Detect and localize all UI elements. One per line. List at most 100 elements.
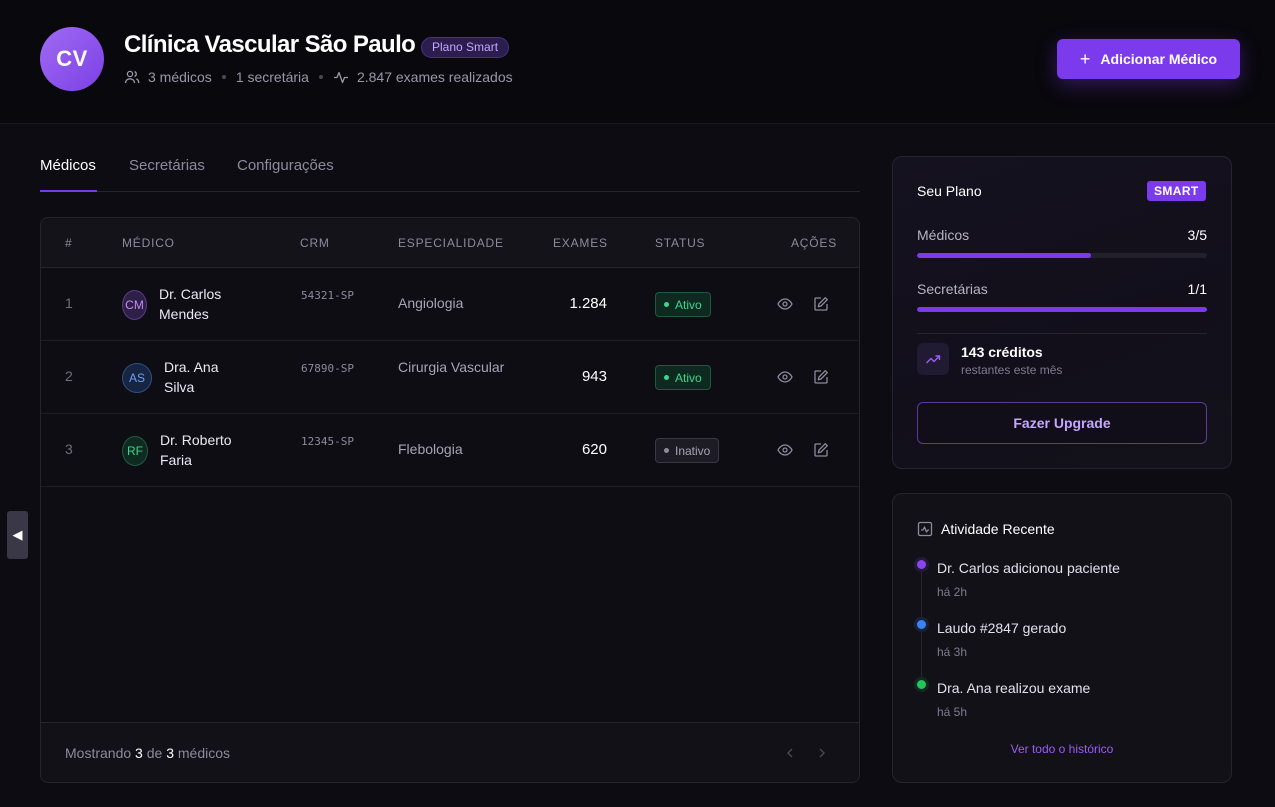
clinic-avatar: CV	[40, 27, 104, 91]
timeline-line	[921, 569, 922, 689]
exams-count: 943	[581, 368, 607, 385]
tab-configuracoes[interactable]: Configurações	[237, 157, 334, 174]
plus-icon: +	[1079, 48, 1091, 69]
divider	[917, 333, 1207, 334]
column-header-index: #	[65, 236, 73, 250]
row-index: 2	[65, 368, 73, 384]
page-header: CV Clínica Vascular São Paulo Plano Smar…	[0, 0, 1275, 124]
status-label: Inativo	[675, 443, 711, 458]
eye-icon[interactable]	[777, 369, 793, 385]
separator-dot	[318, 75, 323, 79]
doctor-name[interactable]: Dra. Ana Silva	[164, 359, 219, 395]
summary-total: 3	[166, 745, 174, 761]
activity-item: Laudo #2847 gerado	[937, 620, 1067, 636]
clinic-name: Clínica Vascular São Paulo	[124, 31, 416, 58]
column-header-crm: CRM	[300, 236, 330, 250]
activity-item: Dra. Ana realizou exame	[937, 680, 1091, 696]
eye-icon[interactable]	[777, 442, 793, 458]
timeline-dot	[917, 620, 926, 629]
status-label: Ativo	[675, 370, 702, 385]
activity-time: há 3h	[937, 645, 968, 659]
exams-count: 1.284	[569, 295, 607, 312]
doctors-usage-fill	[917, 253, 1091, 258]
doctor-name[interactable]: Dr. Roberto Faria	[160, 432, 232, 468]
timeline-dot	[917, 560, 926, 569]
sidebar-toggle-button[interactable]: ◀	[7, 511, 28, 559]
doctors-table: # MÉDICO CRM ESPECIALIDADE EXAMES STATUS…	[40, 217, 860, 783]
avatar: CM	[122, 290, 147, 320]
tab-secretarias[interactable]: Secretárias	[129, 157, 205, 174]
avatar: AS	[122, 363, 152, 393]
activity-item: Dr. Carlos adicionou paciente	[937, 560, 1120, 576]
row-index: 3	[65, 441, 73, 457]
doctor-name[interactable]: Dr. Carlos Mendes	[159, 286, 222, 322]
column-header-doctor: MÉDICO	[122, 236, 175, 250]
secretaries-usage-bar	[917, 307, 1207, 312]
column-header-actions: AÇÕES	[791, 236, 838, 250]
secretaries-count: 1 secretária	[235, 69, 309, 85]
status-label: Ativo	[675, 297, 702, 312]
chevron-right-icon[interactable]	[816, 747, 828, 759]
plan-badge: Plano Smart	[421, 37, 510, 58]
activity-time: há 2h	[937, 585, 968, 599]
activity-time: há 5h	[937, 705, 968, 719]
upgrade-button[interactable]: Fazer Upgrade	[917, 402, 1207, 444]
specialty: Flebologia	[398, 441, 463, 457]
column-header-exams: EXAMES	[553, 236, 608, 250]
specialty: Cirurgia Vascular	[398, 359, 505, 375]
status-badge: Ativo	[655, 292, 711, 317]
crm-value: 54321-SP	[301, 289, 354, 302]
secretaries-usage-value: 1/1	[1187, 281, 1207, 297]
trending-up-icon	[917, 343, 949, 375]
active-tab-indicator	[40, 190, 97, 192]
edit-icon[interactable]	[813, 442, 829, 458]
doctors-usage-bar	[917, 253, 1207, 258]
plan-card-title: Seu Plano	[917, 183, 982, 199]
crm-value: 67890-SP	[301, 362, 354, 375]
activity-pulse-icon	[333, 71, 348, 84]
clinic-stats: 3 médicos 1 secretária 2.847 exames real…	[124, 67, 513, 87]
timeline-dot	[917, 680, 926, 689]
status-dot	[664, 302, 669, 307]
status-dot	[664, 448, 669, 453]
doctors-usage-label: Médicos	[917, 227, 970, 243]
exams-count: 2.847 exames realizados	[356, 69, 513, 85]
doctors-count: 3 médicos	[148, 69, 212, 85]
separator-dot	[221, 75, 226, 79]
secretaries-usage-label: Secretárias	[917, 281, 988, 297]
eye-icon[interactable]	[777, 296, 793, 312]
summary-suffix: médicos	[177, 745, 231, 761]
row-index: 1	[65, 295, 73, 311]
table-row[interactable]: 3 RF Dr. Roberto Faria 12345-SP Flebolog…	[41, 414, 859, 487]
users-icon	[124, 70, 140, 84]
add-doctor-label: Adicionar Médico	[1100, 51, 1218, 67]
add-doctor-button[interactable]: + Adicionar Médico	[1057, 39, 1240, 79]
tab-medicos[interactable]: Médicos	[40, 157, 96, 174]
plan-card: Seu Plano SMART Médicos 3/5 Secretárias …	[892, 156, 1232, 469]
specialty: Angiologia	[398, 295, 464, 311]
table-row[interactable]: 1 CM Dr. Carlos Mendes 54321-SP Angiolog…	[41, 268, 859, 341]
tab-bar: Médicos Secretárias Configurações	[40, 140, 860, 192]
credits-remaining: 143 créditos	[961, 344, 1043, 360]
edit-icon[interactable]	[813, 369, 829, 385]
pagination-summary: Mostrando 3 de 3 médicos	[65, 745, 230, 761]
summary-prefix: Mostrando	[65, 745, 132, 761]
view-history-link[interactable]: Ver todo o histórico	[1010, 742, 1114, 756]
crm-value: 12345-SP	[301, 435, 354, 448]
credits-caption: restantes este mês	[961, 363, 1063, 377]
plan-tier-badge: SMART	[1147, 181, 1206, 201]
doctors-usage-value: 3/5	[1187, 227, 1207, 243]
status-dot	[664, 375, 669, 380]
chevron-left-icon[interactable]	[784, 747, 796, 759]
column-header-status: STATUS	[655, 236, 706, 250]
recent-activity-card: Atividade Recente Dr. Carlos adicionou p…	[892, 493, 1232, 783]
summary-shown: 3	[135, 745, 143, 761]
table-row[interactable]: 2 AS Dra. Ana Silva 67890-SP Cirurgia Va…	[41, 341, 859, 414]
column-header-specialty: ESPECIALIDADE	[398, 236, 504, 250]
triangle-left-icon: ◀	[12, 527, 23, 542]
status-badge: Ativo	[655, 365, 711, 390]
secretaries-usage-fill	[917, 307, 1207, 312]
edit-icon[interactable]	[813, 296, 829, 312]
avatar: RF	[122, 436, 148, 466]
status-badge: Inativo	[655, 438, 720, 463]
